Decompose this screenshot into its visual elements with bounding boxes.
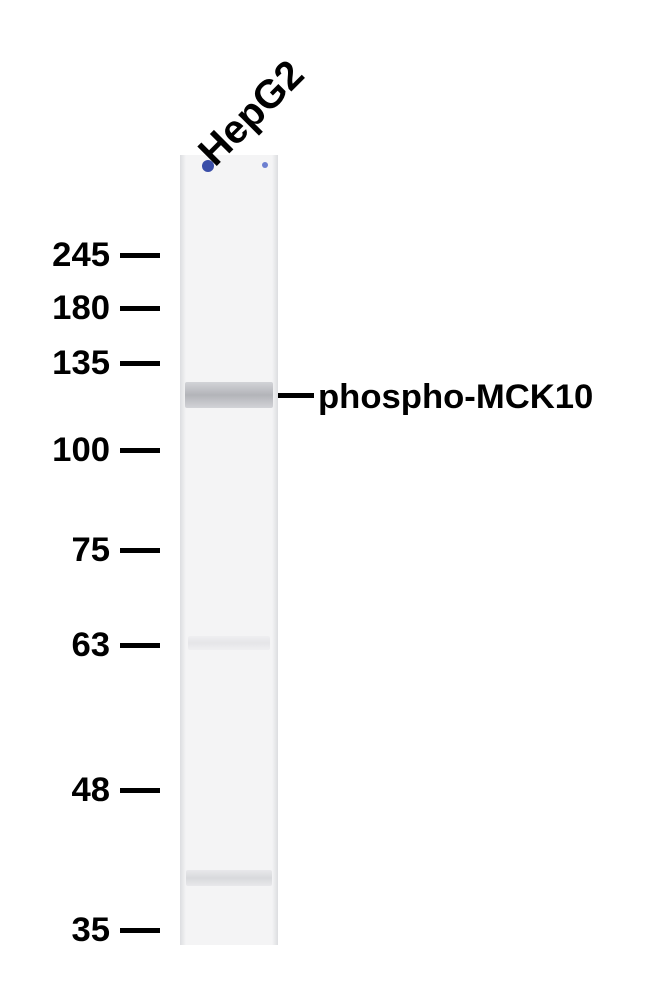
mw-label-48: 48 xyxy=(20,771,110,810)
mw-tick-75 xyxy=(120,548,160,553)
artifact-dot-2 xyxy=(262,162,268,168)
western-blot-figure: { "figure": { "type": "western-blot", "w… xyxy=(0,0,650,990)
mw-tick-100 xyxy=(120,448,160,453)
mw-tick-245 xyxy=(120,253,160,258)
band-faint-63 xyxy=(188,636,270,650)
mw-label-63: 63 xyxy=(20,626,110,665)
band-pointer-phospho-mck10 xyxy=(278,393,314,398)
band-faint-37 xyxy=(186,870,272,886)
mw-label-180: 180 xyxy=(20,289,110,328)
mw-label-245: 245 xyxy=(20,236,110,275)
mw-tick-180 xyxy=(120,306,160,311)
band-phospho-MCK10 xyxy=(185,382,273,408)
lane-strip xyxy=(180,155,278,945)
mw-label-75: 75 xyxy=(20,531,110,570)
mw-tick-135 xyxy=(120,361,160,366)
band-label-phospho-mck10: phospho-MCK10 xyxy=(318,378,593,417)
mw-label-135: 135 xyxy=(20,344,110,383)
mw-tick-35 xyxy=(120,928,160,933)
mw-tick-63 xyxy=(120,643,160,648)
mw-label-100: 100 xyxy=(20,431,110,470)
mw-label-35: 35 xyxy=(20,911,110,950)
mw-tick-48 xyxy=(120,788,160,793)
